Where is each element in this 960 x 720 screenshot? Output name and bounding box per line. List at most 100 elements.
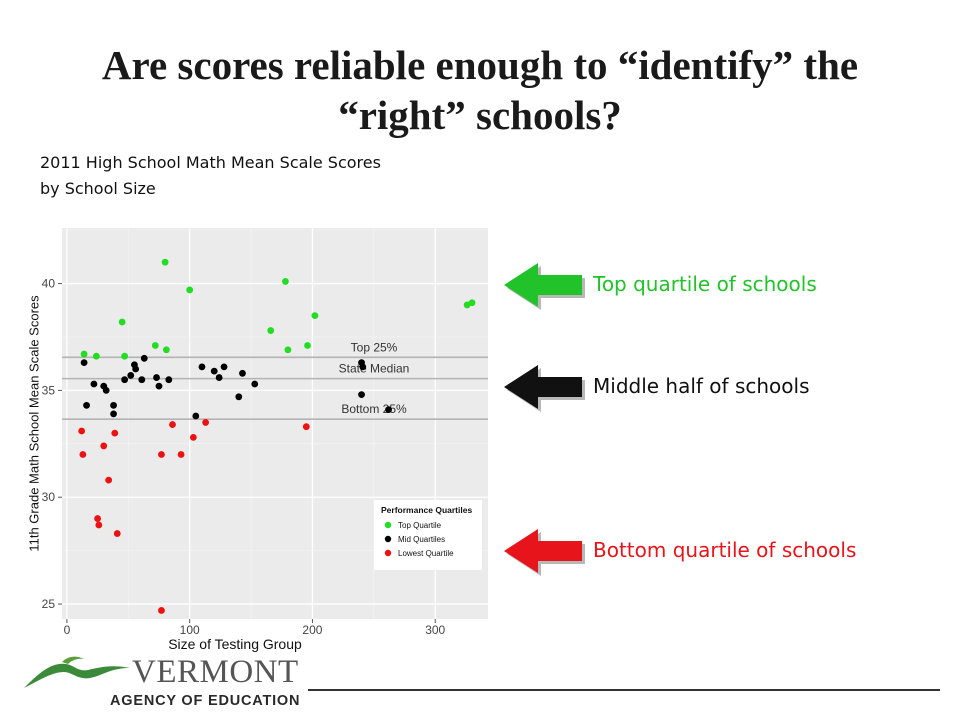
- data-point: [110, 410, 117, 418]
- callout-top-quartile: Top quartile of schools: [502, 260, 942, 310]
- legend-box: [374, 500, 482, 570]
- data-point: [118, 318, 126, 326]
- legend-swatch: [384, 549, 392, 557]
- subtitle-line-2: by School Size: [40, 179, 156, 198]
- data-point: [105, 476, 113, 484]
- red-arrow-icon: [504, 529, 585, 576]
- slide-title-line-1: Are scores reliable enough to “identify”…: [101, 42, 859, 88]
- data-point: [151, 342, 159, 349]
- data-point: [121, 352, 129, 360]
- data-point: [80, 350, 88, 358]
- reference-lines: Top 25% State Median Bottom 25%: [62, 340, 488, 421]
- chart-subtitle: 2011 High School Math Mean Scale Scores …: [40, 150, 381, 202]
- data-point: [127, 372, 135, 379]
- black-arrow-icon: [504, 365, 585, 412]
- data-point: [155, 382, 163, 390]
- data-point: [78, 427, 86, 435]
- data-point: [162, 346, 170, 354]
- data-point: [304, 342, 311, 349]
- data-point: [186, 286, 194, 294]
- green-arrow-icon: [504, 263, 585, 310]
- data-point: [169, 421, 176, 428]
- callout-top-label: Top quartile of schools: [593, 272, 817, 296]
- data-point: [284, 346, 292, 354]
- data-point: [132, 365, 140, 373]
- data-point: [282, 278, 289, 285]
- data-point: [311, 312, 319, 320]
- data-point: [138, 376, 146, 384]
- data-point: [359, 363, 367, 371]
- data-point: [165, 376, 173, 384]
- data-point: [90, 380, 98, 388]
- data-point: [158, 607, 165, 614]
- brand-subtitle: AGENCY OF EDUCATION: [110, 693, 301, 709]
- y-tick-label: 30: [42, 490, 56, 504]
- footer-divider: [308, 689, 940, 691]
- data-point: [113, 530, 121, 537]
- vermont-agency-logo: VERMONT AGENCY OF EDUCATION: [22, 652, 342, 712]
- data-point: [79, 451, 87, 458]
- data-point: [220, 363, 228, 371]
- legend-entry-label: Mid Quartiles: [398, 535, 445, 544]
- data-point: [302, 423, 310, 431]
- data-point: [192, 412, 200, 420]
- data-point: [102, 386, 110, 394]
- data-point: [239, 369, 246, 377]
- reference-line-label: Top 25%: [351, 340, 398, 354]
- x-axis-ticks: 0 100 200 300: [64, 619, 446, 637]
- data-point: [153, 374, 160, 381]
- data-point: [111, 429, 119, 437]
- reference-line-label: Bottom 25%: [341, 402, 407, 416]
- data-point: [94, 515, 102, 522]
- data-point: [121, 376, 129, 384]
- legend-entry-label: Top Quartile: [398, 521, 442, 530]
- data-point: [267, 327, 275, 334]
- green-mountains-logo-icon: [24, 656, 130, 688]
- data-point: [385, 406, 392, 414]
- x-tick-label: 200: [302, 623, 322, 637]
- callout-bottom-label: Bottom quartile of schools: [593, 538, 857, 562]
- x-axis-label: Size of Testing Group: [168, 636, 302, 652]
- y-axis-ticks: 25 30 35 40: [42, 277, 62, 611]
- data-point: [177, 451, 185, 458]
- data-point: [92, 352, 100, 360]
- data-point: [158, 451, 165, 458]
- slide-title-line-2: “right” schools?: [338, 92, 622, 138]
- data-point: [110, 401, 117, 409]
- y-tick-label: 40: [42, 277, 56, 291]
- x-tick-label: 100: [180, 623, 200, 637]
- legend-swatch: [384, 521, 392, 529]
- scatter-chart: Top 25% State Median Bottom 25% Performanc…: [27, 228, 488, 652]
- data-point: [161, 258, 169, 266]
- legend-swatch: [384, 535, 392, 543]
- data-point: [140, 354, 148, 362]
- legend-entry-label: Lowest Quartile: [398, 549, 454, 558]
- x-tick-label: 0: [64, 623, 71, 637]
- data-point: [251, 380, 259, 388]
- data-point: [189, 433, 197, 441]
- data-point: [235, 393, 243, 401]
- x-tick-label: 300: [425, 623, 445, 637]
- callout-middle-label: Middle half of schools: [593, 374, 810, 398]
- subtitle-line-1: 2011 High School Math Mean Scale Scores: [40, 153, 381, 172]
- data-point: [83, 401, 90, 409]
- y-axis-label: 11th Grade Math School Mean Scale Scores: [27, 295, 42, 552]
- slide-title: Are scores reliable enough to “identify”…: [20, 40, 940, 140]
- data-points: [78, 258, 476, 614]
- y-tick-label: 25: [42, 597, 56, 611]
- data-point: [80, 359, 88, 367]
- y-tick-label: 35: [42, 383, 56, 397]
- brand-name: VERMONT: [132, 654, 299, 690]
- callout-bottom-quartile: Bottom quartile of schools: [502, 526, 942, 576]
- data-point: [468, 299, 476, 307]
- data-point: [202, 419, 210, 426]
- reference-line-label: State Median: [339, 362, 410, 376]
- data-point: [358, 391, 365, 399]
- legend-title: Performance Quartiles: [381, 505, 472, 515]
- data-point: [210, 367, 218, 375]
- data-point: [100, 442, 108, 450]
- data-point: [198, 363, 206, 371]
- callout-middle-half: Middle half of schools: [502, 362, 942, 412]
- data-point: [95, 521, 103, 529]
- data-point: [215, 374, 223, 381]
